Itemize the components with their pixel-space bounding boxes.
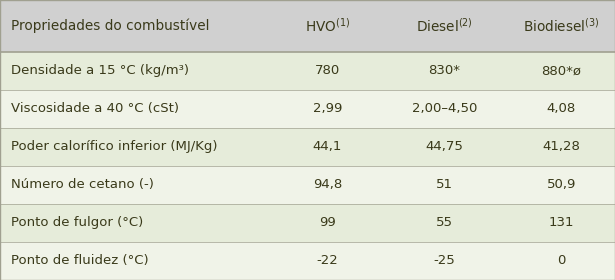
- Bar: [0, 204, 615, 242]
- Bar: [0, 242, 615, 280]
- Text: 2,00–4,50: 2,00–4,50: [411, 102, 477, 115]
- Text: 50,9: 50,9: [547, 178, 576, 192]
- Text: Número de cetano (-): Número de cetano (-): [11, 178, 154, 192]
- Text: 99: 99: [319, 216, 336, 229]
- Text: Ponto de fulgor (°C): Ponto de fulgor (°C): [11, 216, 143, 229]
- Text: Densidade a 15 °C (kg/m³): Densidade a 15 °C (kg/m³): [11, 64, 189, 77]
- Text: 44,75: 44,75: [426, 140, 463, 153]
- Bar: [0, 0, 615, 52]
- Text: 94,8: 94,8: [313, 178, 342, 192]
- Text: 780: 780: [315, 64, 340, 77]
- Text: 51: 51: [436, 178, 453, 192]
- Text: HVO$\mathregular{^{(1)}}$: HVO$\mathregular{^{(1)}}$: [305, 17, 350, 35]
- Text: 55: 55: [436, 216, 453, 229]
- Bar: [0, 166, 615, 204]
- Text: 830*: 830*: [428, 64, 461, 77]
- Bar: [0, 128, 615, 166]
- Text: Viscosidade a 40 °C (cSt): Viscosidade a 40 °C (cSt): [11, 102, 179, 115]
- Text: Propriedades do combustível: Propriedades do combustível: [11, 19, 210, 33]
- Text: -25: -25: [434, 255, 455, 267]
- Text: Diesel$\mathregular{^{(2)}}$: Diesel$\mathregular{^{(2)}}$: [416, 17, 473, 35]
- Text: Biodiesel$\mathregular{^{(3)}}$: Biodiesel$\mathregular{^{(3)}}$: [523, 17, 600, 35]
- Text: 0: 0: [557, 255, 565, 267]
- Bar: [0, 52, 615, 90]
- Text: 44,1: 44,1: [313, 140, 342, 153]
- Text: 880*ø: 880*ø: [541, 64, 581, 77]
- Text: Poder calorífico inferior (MJ/Kg): Poder calorífico inferior (MJ/Kg): [11, 140, 218, 153]
- Bar: [0, 90, 615, 128]
- Text: 41,28: 41,28: [542, 140, 580, 153]
- Text: 2,99: 2,99: [313, 102, 342, 115]
- Text: 4,08: 4,08: [547, 102, 576, 115]
- Text: -22: -22: [317, 255, 338, 267]
- Text: 131: 131: [549, 216, 574, 229]
- Text: Ponto de fluidez (°C): Ponto de fluidez (°C): [11, 255, 149, 267]
